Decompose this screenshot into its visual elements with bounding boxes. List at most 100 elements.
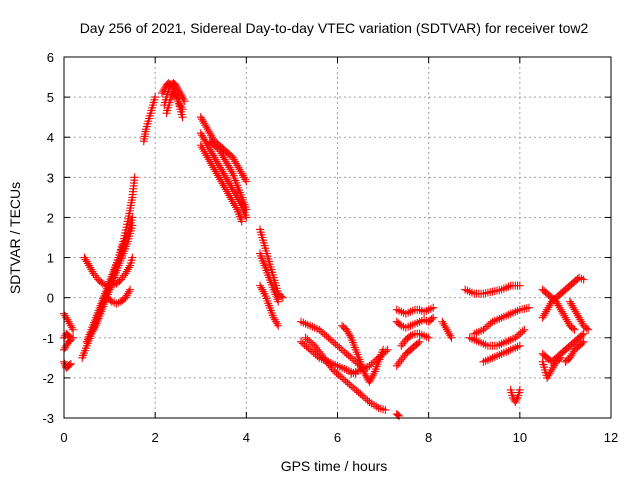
data-point [208,149,217,158]
data-point [271,317,280,326]
data-point [175,87,184,96]
data-point [216,147,225,156]
data-point [66,335,75,344]
data-point [82,257,91,266]
data-point [214,161,223,170]
data-point [381,347,390,356]
data-point [318,351,327,360]
data-point [63,315,72,324]
data-point [229,155,238,164]
data-point [69,325,78,334]
data-point [395,411,404,420]
data-point [196,113,205,122]
data-point [269,313,278,322]
data-point [539,311,548,320]
data-point [199,117,208,126]
data-point [278,293,287,302]
data-point [121,269,130,278]
x-tick-label: 0 [60,430,67,445]
data-point [555,303,564,312]
data-point [217,165,226,174]
y-tick-label: 1 [47,251,54,266]
data-series [196,141,246,226]
data-point [88,267,97,276]
data-point [81,255,90,264]
data-point [550,361,559,370]
data-point [208,161,217,170]
data-point [442,325,451,334]
data-series [256,281,283,330]
data-point [199,133,208,142]
chart-title: Day 256 of 2021, Sidereal Day-to-day VTE… [80,20,589,36]
data-point [66,321,75,330]
data-point [65,360,74,369]
data-point [242,177,251,186]
data-point [171,81,180,90]
data-point [429,303,438,312]
data-point [395,357,404,366]
data-point [216,163,225,172]
data-point [544,371,553,380]
data-point [571,307,580,316]
data-series [538,329,588,366]
data-point [543,373,552,382]
data-point [128,221,137,230]
data-point [568,301,577,310]
data-point [512,395,521,404]
data-point [576,315,585,324]
data-point [178,113,187,122]
data-point [415,337,424,346]
x-tick-label: 8 [425,430,432,445]
data-point [224,177,233,186]
data-point [203,153,212,162]
data-point [563,317,572,326]
data-points [60,79,593,420]
y-tick-label: 3 [47,170,54,185]
data-point [91,271,100,280]
data-point [397,341,406,350]
data-point [80,253,89,262]
data-point [515,385,524,394]
data-point [226,165,235,174]
data-point [220,171,229,180]
data-point [201,149,210,158]
data-point [158,89,167,98]
data-point [569,303,578,312]
data-point [555,355,564,364]
data-point [235,165,244,174]
data-point [570,325,579,334]
data-point [257,283,266,292]
data-series [60,335,75,354]
data-point [218,167,227,176]
data-point [210,165,219,174]
data-point [173,85,182,94]
data-point [120,271,129,280]
data-point [543,305,552,314]
data-point [118,273,127,282]
data-point [556,353,565,362]
data-point [575,313,584,322]
data-point [65,319,74,328]
data-point [123,289,132,298]
data-point [90,323,99,332]
data-point [229,199,238,208]
data-point [164,85,173,94]
data-point [578,331,587,340]
data-point [559,309,568,318]
data-series [60,357,75,372]
data-point [87,265,96,274]
data-point [228,197,237,206]
data-point [237,169,246,178]
data-point [273,319,282,328]
data-point [201,121,210,130]
data-point [213,159,222,168]
data-point [214,173,223,182]
data-point [322,357,331,366]
data-point [383,345,392,354]
data-point [238,171,247,180]
data-point [87,329,96,338]
data-point [202,151,211,160]
data-point [196,141,205,150]
